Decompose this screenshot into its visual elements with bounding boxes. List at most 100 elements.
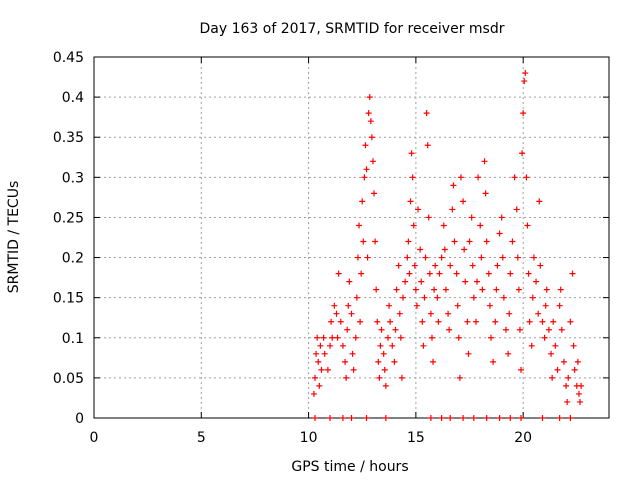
data-point <box>507 270 514 277</box>
data-point <box>407 198 414 205</box>
data-point <box>516 326 523 333</box>
data-point <box>461 246 468 253</box>
data-point <box>460 198 467 205</box>
data-point <box>362 142 369 149</box>
data-point <box>321 350 328 357</box>
data-point <box>548 350 555 357</box>
data-point <box>381 366 388 373</box>
y-axis: 0 0.05 0.1 0.15 0.2 0.25 0.3 0.35 0.4 0.45 <box>53 50 609 427</box>
data-point <box>382 415 389 421</box>
data-point <box>413 302 420 309</box>
data-point <box>384 334 391 341</box>
data-point <box>408 150 415 157</box>
data-points <box>310 70 585 421</box>
data-point <box>357 318 364 325</box>
data-point <box>337 318 344 325</box>
y-tick-label: 0.05 <box>53 371 84 387</box>
data-point <box>442 286 449 293</box>
grid-lines <box>94 57 609 418</box>
data-point <box>317 342 324 349</box>
data-point <box>430 358 437 365</box>
data-point <box>435 318 442 325</box>
data-point <box>354 254 361 261</box>
data-point <box>374 318 381 325</box>
data-point <box>412 286 419 293</box>
data-point <box>569 270 576 277</box>
data-point <box>438 254 445 261</box>
data-point <box>524 222 531 229</box>
data-point <box>410 222 417 229</box>
data-point <box>521 78 528 85</box>
data-point <box>571 366 578 373</box>
data-point <box>505 350 512 357</box>
data-point <box>344 326 351 333</box>
data-point <box>552 342 559 349</box>
data-point <box>358 270 365 277</box>
data-point <box>376 374 383 381</box>
data-point <box>499 254 506 261</box>
x-tick-label: 20 <box>514 430 532 446</box>
data-point <box>454 302 461 309</box>
data-point <box>373 286 380 293</box>
data-point <box>320 334 327 341</box>
data-point <box>440 222 447 229</box>
data-point <box>550 318 557 325</box>
data-point <box>350 366 357 373</box>
data-point <box>314 334 321 341</box>
data-point <box>423 110 430 117</box>
data-point <box>518 415 525 421</box>
data-point <box>492 318 499 325</box>
data-point <box>425 214 432 221</box>
data-point <box>447 262 454 269</box>
data-point <box>528 342 535 349</box>
data-point <box>520 110 527 117</box>
data-point <box>422 254 429 261</box>
data-point <box>438 415 445 421</box>
data-point <box>462 278 469 285</box>
data-point <box>450 182 457 189</box>
x-tick-label: 0 <box>90 430 99 446</box>
data-point <box>424 142 431 149</box>
data-point <box>436 270 443 277</box>
data-point <box>506 310 513 317</box>
data-point <box>366 94 373 101</box>
data-point <box>318 366 325 373</box>
data-point <box>482 190 489 197</box>
data-point <box>339 415 346 421</box>
data-point <box>558 326 565 333</box>
data-point <box>490 358 497 365</box>
data-point <box>427 415 434 421</box>
data-point <box>389 342 396 349</box>
chart-title: Day 163 of 2017, SRMTID for receiver msd… <box>200 21 505 37</box>
y-tick-label: 0.45 <box>53 50 84 66</box>
data-point <box>327 342 334 349</box>
data-point <box>533 278 540 285</box>
data-point <box>539 415 546 421</box>
data-point <box>378 326 385 333</box>
data-point <box>418 278 425 285</box>
data-point <box>364 254 371 261</box>
data-point <box>494 262 501 269</box>
y-axis-label: SRMTID / TECUs <box>6 181 22 294</box>
data-point <box>518 366 525 373</box>
data-point <box>493 286 500 293</box>
data-point <box>477 222 484 229</box>
data-point <box>391 358 398 365</box>
x-tick-label: 10 <box>300 430 318 446</box>
data-point <box>331 302 338 309</box>
data-point <box>542 302 549 309</box>
data-point <box>574 358 581 365</box>
data-point <box>367 118 374 125</box>
y-tick-label: 0.35 <box>53 130 84 146</box>
data-point <box>554 366 561 373</box>
data-point <box>577 398 584 405</box>
data-point <box>539 318 546 325</box>
data-point <box>427 310 434 317</box>
data-point <box>417 246 424 253</box>
data-point <box>468 214 475 221</box>
data-point <box>329 334 336 341</box>
data-point <box>556 302 563 309</box>
data-point <box>411 262 418 269</box>
data-point <box>409 174 416 181</box>
x-tick-label: 15 <box>407 430 425 446</box>
